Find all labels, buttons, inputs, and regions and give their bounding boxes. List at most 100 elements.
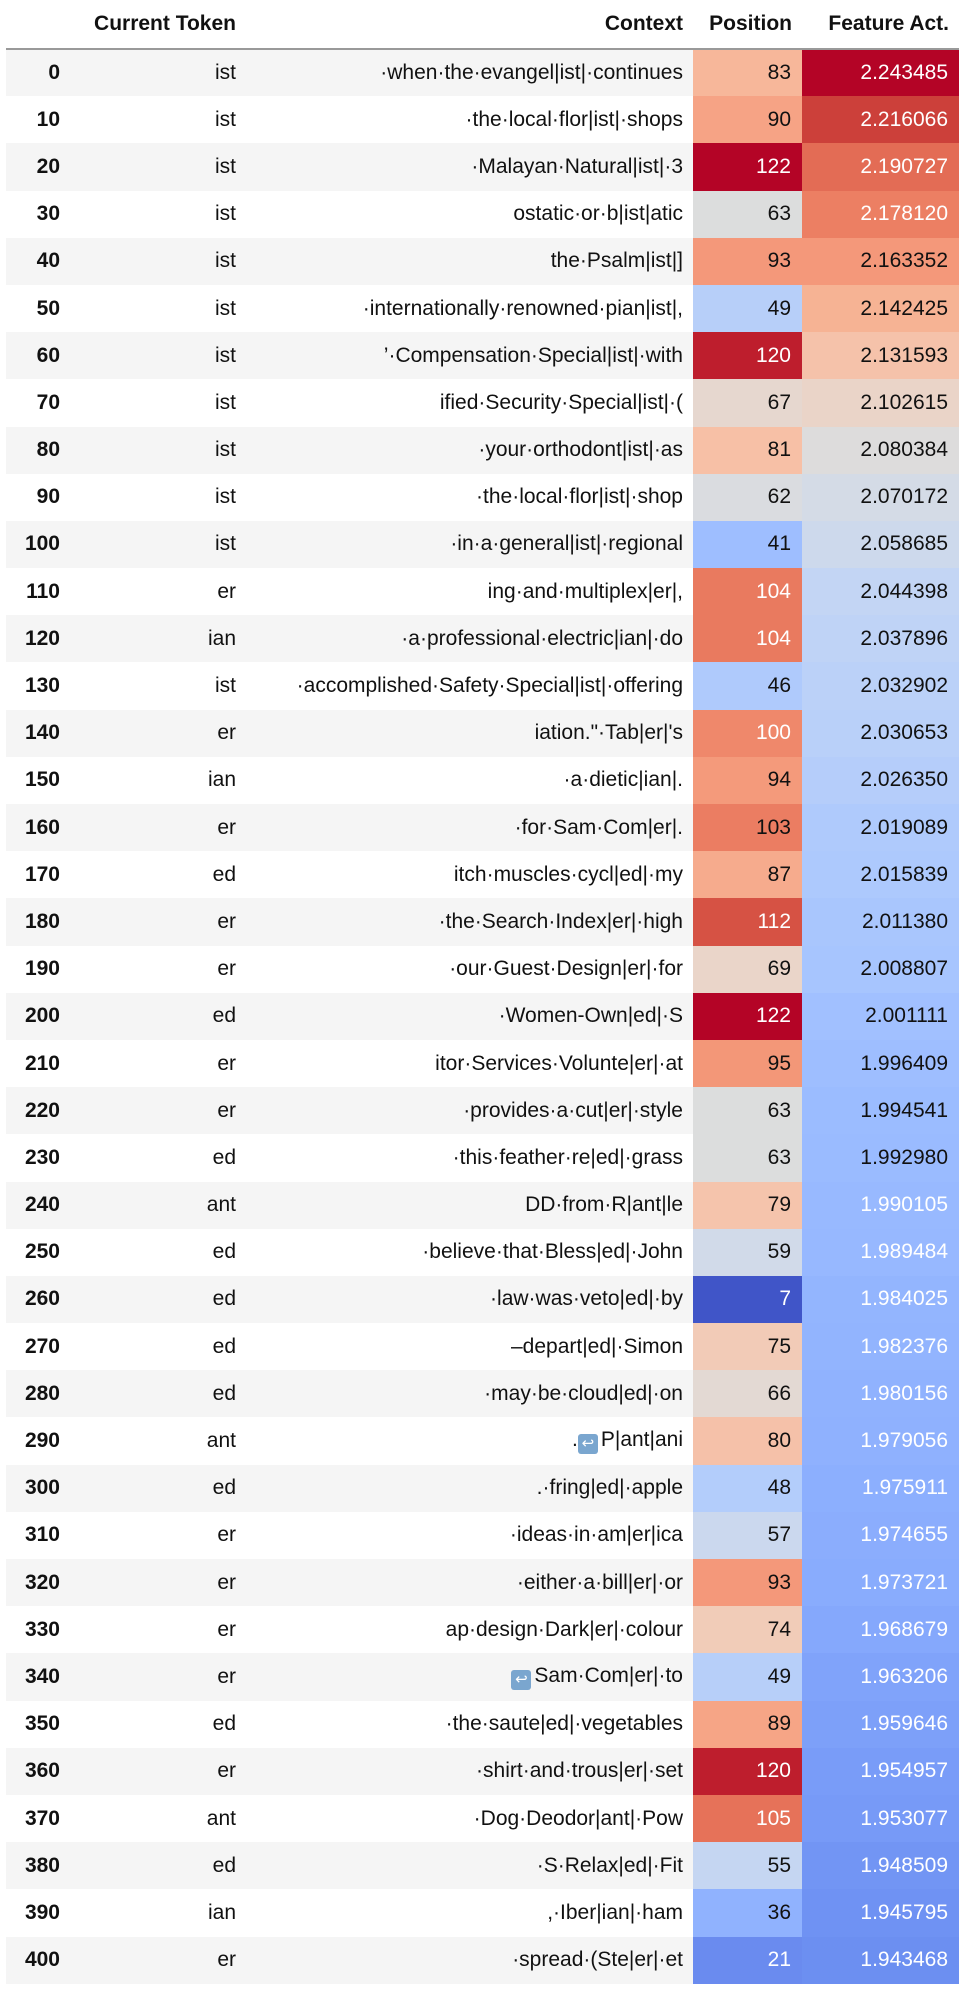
current-token-cell: er [70, 1039, 246, 1088]
table-row[interactable]: 230 ed ·this·feather·re|ed|·grass 63 1.99298… [6, 1134, 959, 1182]
context-cell: the·Psalm|ist|] [246, 237, 693, 285]
row-index: 250 [6, 1228, 70, 1276]
feature-activation-cell: 1.963206 [802, 1653, 959, 1701]
feature-activation-cell: 1.992980 [802, 1134, 959, 1182]
current-token-cell: ist [70, 237, 246, 285]
context-text: the·Psalm|ist|] [550, 249, 683, 273]
context-text: ·internationally·renowned·pian|ist|, [362, 296, 683, 320]
context-cell: ·a·professional·electric|ian|·do [246, 615, 693, 663]
context-text: ·either·a·bill|er|·or [516, 1570, 683, 1594]
table-row[interactable]: 370 ant ·Dog·Deodor|ant|·Pow 105 1.953077 [6, 1794, 959, 1843]
table-row[interactable]: 390 ian ,·Iber|ian|·ham 36 1.945795 [6, 1889, 959, 1937]
row-index: 240 [6, 1181, 70, 1229]
table-row[interactable]: 100 ist ·in·a·general|ist|·regional 41 2.058… [6, 520, 959, 569]
current-token-cell: ed [70, 1228, 246, 1276]
current-token-cell: ist [70, 284, 246, 333]
current-token-cell: ed [70, 992, 246, 1040]
column-header-position[interactable]: Position [693, 0, 802, 50]
table-row[interactable]: 160 er ·for·Sam·Com|er|. 103 2.019089 [6, 804, 959, 852]
row-index: 200 [6, 992, 70, 1040]
current-token-cell: ian [70, 615, 246, 663]
table-row[interactable]: 330 er ap·design·Dark|er|·colour 74 1.968679 [6, 1606, 959, 1654]
feature-activation-cell: 2.008807 [802, 945, 959, 993]
context-text: ·accomplished·Safety·Special|ist|·offeri… [296, 674, 683, 698]
table-row[interactable]: 360 er ·shirt·and·trous|er|·set 120 1.954957 [6, 1747, 959, 1795]
context-cell: ·your·orthodont|ist|·as [246, 426, 693, 474]
table-row[interactable]: 180 er ·the·Search·Index|er|·high 112 2.0113… [6, 898, 959, 946]
context-cell: ·Women-Own|ed|·S [246, 992, 693, 1040]
context-text: ·ideas·in·am|er|ica [509, 1523, 683, 1547]
column-header-context[interactable]: Context [246, 0, 693, 50]
table-row[interactable]: 240 ant DD·from·R|ant|le 79 1.990105 [6, 1181, 959, 1229]
table-row[interactable]: 270 ed –depart|ed|·Simon 75 1.982376 [6, 1323, 959, 1371]
row-index: 230 [6, 1134, 70, 1182]
table-row[interactable]: 20 ist ·Malayan·Natural|ist|·3 122 2.190727 [6, 143, 959, 191]
row-index: 350 [6, 1700, 70, 1748]
row-index: 10 [6, 96, 70, 144]
position-cell: 67 [693, 379, 802, 427]
column-header-index[interactable] [6, 0, 70, 50]
position-cell: 100 [693, 709, 802, 757]
table-row[interactable]: 320 er ·either·a·bill|er|·or 93 1.973721 [6, 1559, 959, 1607]
position-cell: 69 [693, 945, 802, 993]
feature-activation-cell: 1.994541 [802, 1087, 959, 1135]
row-index: 60 [6, 332, 70, 380]
feature-activation-cell: 1.990105 [802, 1181, 959, 1229]
feature-activation-cell: 2.131593 [802, 332, 959, 380]
row-index: 370 [6, 1794, 70, 1843]
table-row[interactable]: 290 ant. ↩ P|ant|ani 80 1.979056 [6, 1417, 959, 1465]
table-row[interactable]: 260 ed ·law·was·veto|ed|·by 7 1.984025 [6, 1275, 959, 1324]
context-text: iation."·Tab|er|'s [534, 721, 683, 745]
table-row[interactable]: 30 ist ostatic·or·b|ist|atic 63 2.178120 [6, 190, 959, 238]
table-row[interactable]: 210 er itor·Services·Volunte|er|·at 95 1.996… [6, 1039, 959, 1088]
position-cell: 89 [693, 1700, 802, 1748]
table-row[interactable]: 340 er ↩ Sam·Com|er|·to 49 1.963206 [6, 1653, 959, 1701]
table-row[interactable]: 220 er ·provides·a·cut|er|·style 63 1.994541 [6, 1087, 959, 1135]
table-row[interactable]: 200 ed ·Women-Own|ed|·S 122 2.001111 [6, 992, 959, 1040]
table-row[interactable]: 170 ed itch·muscles·cycl|ed|·my 87 2.015839 [6, 851, 959, 899]
table-row[interactable]: 350 ed ·the·saute|ed|·vegetables 89 1.959646 [6, 1700, 959, 1748]
table-row[interactable]: 120 ian ·a·professional·electric|ian|·do 10… [6, 615, 959, 663]
table-row[interactable]: 130 ist ·accomplished·Safety·Special|ist|·… [6, 662, 959, 710]
table-row[interactable]: 70 ist ified·Security·Special|ist|·(67 2.10… [6, 379, 959, 427]
position-cell: 104 [693, 568, 802, 616]
feature-activation-cell: 1.959646 [802, 1700, 959, 1748]
table-row[interactable]: 140 er iation."·Tab|er|'s 100 2.030653 [6, 709, 959, 757]
table-row[interactable]: 60 ist ’·Compensation·Special|ist|·with 120… [6, 332, 959, 380]
table-row[interactable]: 150 ian ·a·dietic|ian|. 94 2.026350 [6, 756, 959, 804]
context-text: ·Dog·Deodor|ant|·Pow [473, 1806, 683, 1830]
position-cell: 112 [693, 898, 802, 946]
context-text: ified·Security·Special|ist|·( [439, 390, 683, 414]
table-row[interactable]: 10 ist ·the·local·flor|ist|·shops 90 2.21606… [6, 96, 959, 144]
table-row[interactable]: 400 er ·spread·(Ste|er|·et 21 1.943468 [6, 1936, 959, 1984]
table-row[interactable]: 90 ist ·the·local·flor|ist|·shop 62 2.070172 [6, 473, 959, 521]
current-token-cell: ed [70, 1842, 246, 1890]
table-row[interactable]: 40 ist the·Psalm|ist|] 93 2.163352 [6, 237, 959, 285]
table-row[interactable]: 80 ist ·your·orthodont|ist|·as 81 2.080384 [6, 426, 959, 474]
table-row[interactable]: 190 er ·our·Guest·Design|er|·for 69 2.008807 [6, 945, 959, 993]
feature-activation-cell: 1.980156 [802, 1370, 959, 1418]
table-row[interactable]: 380 ed ·S·Relax|ed|·Fit 55 1.948509 [6, 1842, 959, 1890]
context-text: ap·design·Dark|er|·colour [445, 1617, 683, 1641]
position-cell: 75 [693, 1323, 802, 1371]
current-token-cell: ant [70, 1794, 246, 1843]
row-index: 190 [6, 945, 70, 993]
table-row[interactable]: 280 ed ·may·be·cloud|ed|·on 66 1.980156 [6, 1370, 959, 1418]
column-header-feature-activation[interactable]: Feature Act. [802, 0, 959, 50]
table-row[interactable]: 110 er ing·and·multiplex|er|, 104 2.044398 [6, 568, 959, 616]
feature-activation-cell: 2.019089 [802, 804, 959, 852]
position-cell: 103 [693, 804, 802, 852]
feature-activation-cell: 2.190727 [802, 143, 959, 191]
table-row[interactable]: 250 ed ·believe·that·Bless|ed|·John 59 1.989… [6, 1228, 959, 1276]
table-row[interactable]: 300 ed .·fring|ed|·apple 48 1.975911 [6, 1464, 959, 1512]
row-index: 30 [6, 190, 70, 238]
context-cell: ·spread·(Ste|er|·et [246, 1936, 693, 1984]
table-row[interactable]: 0 ist ·when·the·evangel|ist|·continues 83 2.… [6, 49, 959, 97]
column-header-current-token[interactable]: Current Token [70, 0, 246, 50]
current-token-cell: ant [70, 1417, 246, 1465]
table-row[interactable]: 50 ist ·internationally·renowned·pian|ist|… [6, 284, 959, 333]
context-cell: ·when·the·evangel|ist|·continues [246, 49, 693, 97]
feature-activation-cell: 2.216066 [802, 96, 959, 144]
table-row[interactable]: 310 er ·ideas·in·am|er|ica 57 1.974655 [6, 1511, 959, 1559]
context-text: ·for·Sam·Com|er|. [514, 815, 683, 839]
